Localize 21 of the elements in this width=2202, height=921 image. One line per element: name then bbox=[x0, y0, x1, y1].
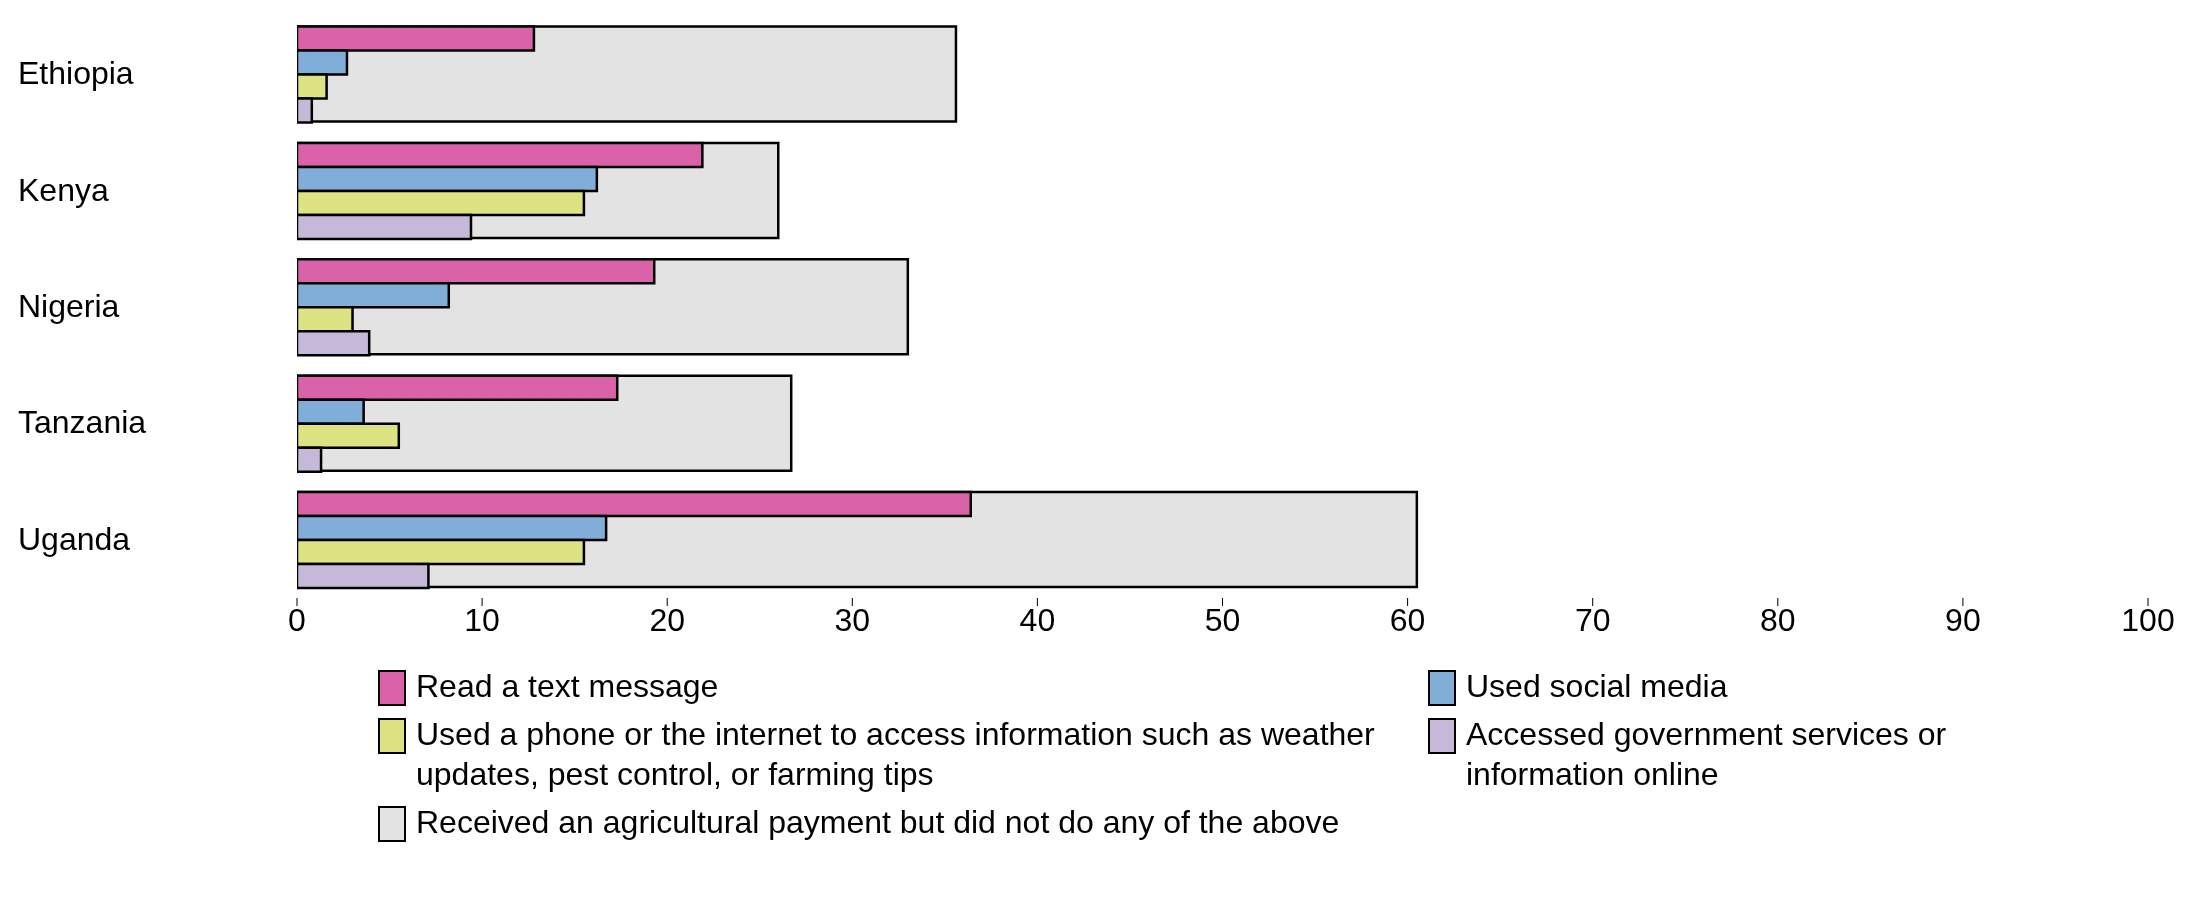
legend-label: Accessed government services or information online bbox=[1466, 715, 1948, 794]
x-tick-label: 40 bbox=[1019, 601, 1056, 638]
x-tick-label: 50 bbox=[1204, 601, 1241, 638]
legend-label: Used social media bbox=[1466, 667, 1728, 706]
legend-label: Used a phone or the internet to access information such as weather updates, pest control, or farming tips bbox=[416, 715, 1376, 794]
x-tick-label: 80 bbox=[1760, 601, 1796, 638]
x-tick-label: 70 bbox=[1574, 601, 1611, 638]
x-tick-label: 30 bbox=[834, 601, 871, 638]
x-tick-label: 60 bbox=[1389, 601, 1426, 638]
x-tick-label: 10 bbox=[464, 601, 500, 638]
x-tick-label: 100 bbox=[2121, 601, 2175, 638]
x-tick-label: 20 bbox=[649, 601, 685, 638]
y-tick-label: Tanzania bbox=[18, 404, 147, 441]
y-tick-label: Kenya bbox=[18, 171, 109, 208]
x-tick-label: 90 bbox=[1945, 601, 1981, 638]
y-tick-label: Ethiopia bbox=[18, 55, 134, 92]
y-tick-label: Nigeria bbox=[18, 288, 120, 324]
legend-label: Read a text message bbox=[416, 667, 719, 706]
y-tick-label: Uganda bbox=[18, 520, 131, 557]
legend-label: Received an agricultural payment but did not do any of the above bbox=[416, 803, 1340, 842]
x-tick-label: 0 bbox=[288, 601, 306, 638]
